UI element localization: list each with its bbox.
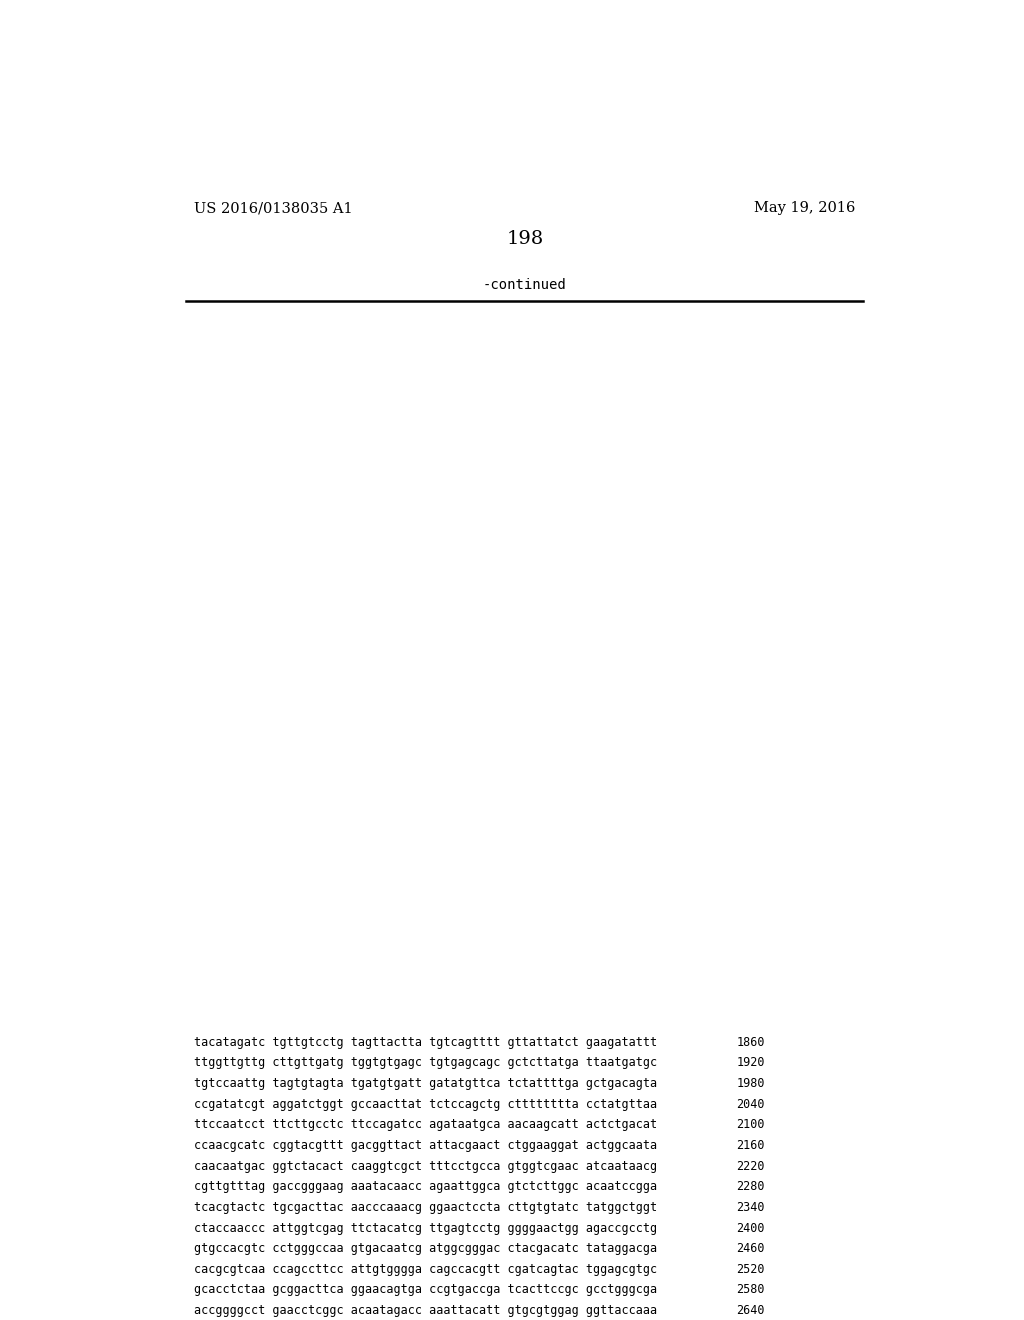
Text: 2520: 2520 bbox=[736, 1263, 765, 1276]
Text: 2340: 2340 bbox=[736, 1201, 765, 1214]
Text: ccaacgcatc cggtacgttt gacggttact attacgaact ctggaaggat actggcaata: ccaacgcatc cggtacgttt gacggttact attacga… bbox=[194, 1139, 657, 1152]
Text: accggggcct gaacctcggc acaatagacc aaattacatt gtgcgtggag ggttaccaaa: accggggcct gaacctcggc acaatagacc aaattac… bbox=[194, 1304, 657, 1317]
Text: ctaccaaccc attggtcgag ttctacatcg ttgagtcctg ggggaactgg agaccgcctg: ctaccaaccc attggtcgag ttctacatcg ttgagtc… bbox=[194, 1221, 657, 1234]
Text: 2460: 2460 bbox=[736, 1242, 765, 1255]
Text: 2100: 2100 bbox=[736, 1118, 765, 1131]
Text: tacatagatc tgttgtcctg tagttactta tgtcagtttt gttattatct gaagatattt: tacatagatc tgttgtcctg tagttactta tgtcagt… bbox=[194, 1036, 657, 1049]
Text: 1920: 1920 bbox=[736, 1056, 765, 1069]
Text: caacaatgac ggtctacact caaggtcgct tttcctgcca gtggtcgaac atcaataacg: caacaatgac ggtctacact caaggtcgct tttcctg… bbox=[194, 1160, 657, 1172]
Text: ttggttgttg cttgttgatg tggtgtgagc tgtgagcagc gctcttatga ttaatgatgc: ttggttgttg cttgttgatg tggtgtgagc tgtgagc… bbox=[194, 1056, 657, 1069]
Text: US 2016/0138035 A1: US 2016/0138035 A1 bbox=[194, 202, 352, 215]
Text: tcacgtactc tgcgacttac aacccaaacg ggaactccta cttgtgtatc tatggctggt: tcacgtactc tgcgacttac aacccaaacg ggaactc… bbox=[194, 1201, 657, 1214]
Text: 2640: 2640 bbox=[736, 1304, 765, 1317]
Text: tgtccaattg tagtgtagta tgatgtgatt gatatgttca tctattttga gctgacagta: tgtccaattg tagtgtagta tgatgtgatt gatatgt… bbox=[194, 1077, 657, 1090]
Text: 2220: 2220 bbox=[736, 1160, 765, 1172]
Text: ttccaatcct ttcttgcctc ttccagatcc agataatgca aacaagcatt actctgacat: ttccaatcct ttcttgcctc ttccagatcc agataat… bbox=[194, 1118, 657, 1131]
Text: gtgccacgtc cctgggccaa gtgacaatcg atggcgggac ctacgacatc tataggacga: gtgccacgtc cctgggccaa gtgacaatcg atggcgg… bbox=[194, 1242, 657, 1255]
Text: cgttgtttag gaccgggaag aaatacaacc agaattggca gtctcttggc acaatccgga: cgttgtttag gaccgggaag aaatacaacc agaattg… bbox=[194, 1180, 657, 1193]
Text: ccgatatcgt aggatctggt gccaacttat tctccagctg ctttttttta cctatgttaa: ccgatatcgt aggatctggt gccaacttat tctccag… bbox=[194, 1098, 657, 1110]
Text: gcacctctaa gcggacttca ggaacagtga ccgtgaccga tcacttccgc gcctgggcga: gcacctctaa gcggacttca ggaacagtga ccgtgac… bbox=[194, 1283, 657, 1296]
Text: May 19, 2016: May 19, 2016 bbox=[755, 202, 856, 215]
Text: 2040: 2040 bbox=[736, 1098, 765, 1110]
Text: 2580: 2580 bbox=[736, 1283, 765, 1296]
Text: 1860: 1860 bbox=[736, 1036, 765, 1049]
Text: 2280: 2280 bbox=[736, 1180, 765, 1193]
Text: -continued: -continued bbox=[483, 279, 566, 293]
Text: 1980: 1980 bbox=[736, 1077, 765, 1090]
Text: cacgcgtcaa ccagccttcc attgtgggga cagccacgtt cgatcagtac tggagcgtgc: cacgcgtcaa ccagccttcc attgtgggga cagccac… bbox=[194, 1263, 657, 1276]
Text: 2160: 2160 bbox=[736, 1139, 765, 1152]
Text: 198: 198 bbox=[506, 230, 544, 248]
Text: 2400: 2400 bbox=[736, 1221, 765, 1234]
